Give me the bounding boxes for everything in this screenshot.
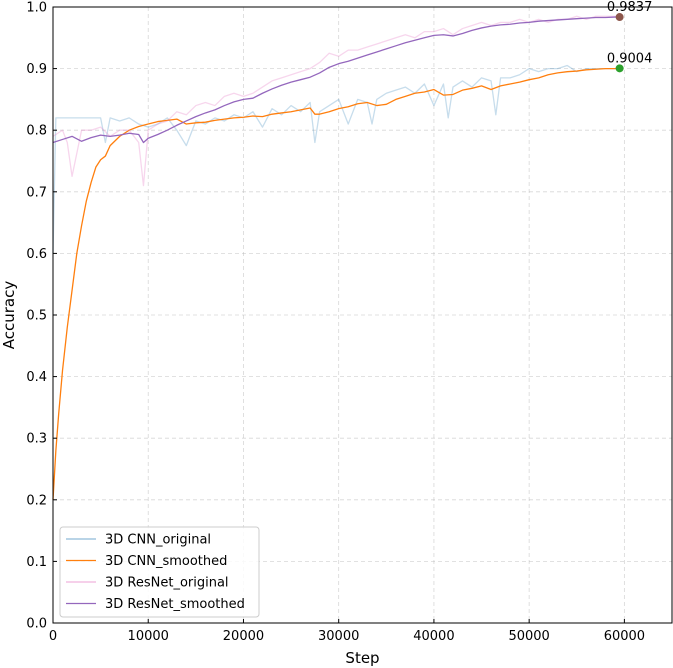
x-tick-label: 10000 bbox=[128, 629, 169, 644]
x-tick-label: 40000 bbox=[413, 629, 454, 644]
y-tick-label: 0.2 bbox=[26, 493, 47, 508]
annotation-marker bbox=[615, 13, 624, 22]
series-line-3 bbox=[52, 16, 620, 144]
y-axis-title: Accuracy bbox=[0, 281, 18, 350]
x-tick-label: 20000 bbox=[223, 629, 264, 644]
series-line-0 bbox=[52, 64, 620, 254]
series-lines bbox=[52, 15, 620, 500]
series-line-2 bbox=[52, 15, 620, 187]
annotation-marker bbox=[615, 64, 624, 73]
y-tick-label: 0.4 bbox=[26, 370, 47, 385]
y-tick-label: 0.8 bbox=[26, 124, 47, 139]
legend-label: 3D CNN_smoothed bbox=[105, 554, 227, 569]
annotation-markers: 0.9837 0.9004 bbox=[607, 0, 653, 73]
series-line-1 bbox=[52, 67, 620, 500]
annotation-label: 0.9004 bbox=[607, 51, 653, 66]
x-tick-label: 60000 bbox=[604, 629, 645, 644]
legend: 3D CNN_original 3D CNN_smoothed 3D ResNet_… bbox=[59, 526, 260, 618]
x-tick-label: 30000 bbox=[318, 629, 359, 644]
grid bbox=[52, 6, 672, 624]
legend-label: 3D ResNet_original bbox=[105, 576, 229, 591]
y-tick-label: 0.6 bbox=[26, 247, 47, 262]
axis-ticks: 0 10000 20000 30000 40000 50000 60000 0.0 0.1 0.2… bbox=[26, 1, 645, 645]
x-tick-label: 50000 bbox=[508, 629, 549, 644]
y-tick-label: 1.0 bbox=[26, 1, 47, 16]
x-tick-label: 0 bbox=[49, 629, 57, 644]
legend-label: 3D CNN_original bbox=[105, 533, 211, 548]
y-tick-label: 0.5 bbox=[26, 309, 47, 324]
x-axis-title: Step bbox=[345, 649, 379, 667]
annotation-label: 0.9837 bbox=[607, 0, 653, 15]
legend-box bbox=[59, 526, 260, 618]
y-tick-label: 0.0 bbox=[26, 617, 47, 632]
y-tick-label: 0.7 bbox=[26, 185, 47, 200]
y-tick-label: 0.1 bbox=[26, 555, 47, 570]
y-tick-label: 0.9 bbox=[26, 62, 47, 77]
legend-label: 3D ResNet_smoothed bbox=[105, 597, 245, 612]
y-tick-label: 0.3 bbox=[26, 432, 47, 447]
